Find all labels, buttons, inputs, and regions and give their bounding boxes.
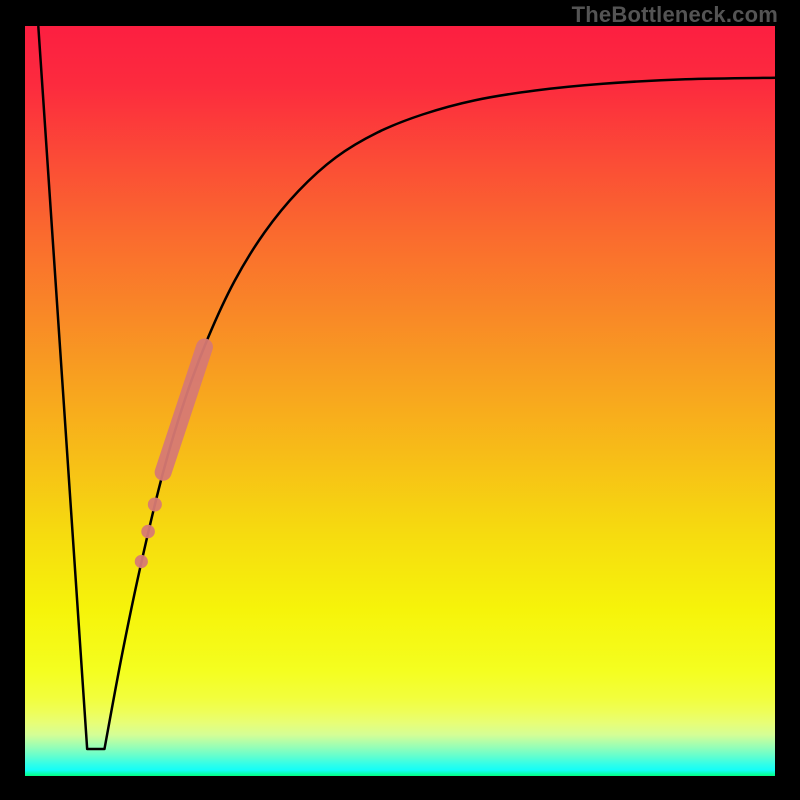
chart-frame: TheBottleneck.com (0, 0, 800, 800)
bottleneck-curve (38, 26, 776, 749)
watermark-text: TheBottleneck.com (572, 2, 778, 28)
marker-dot-1 (141, 525, 155, 539)
curve-layer (24, 26, 776, 776)
marker-dot-2 (135, 555, 148, 568)
plot-area (24, 26, 776, 776)
marker-series (135, 347, 205, 568)
marker-rod (163, 347, 204, 472)
marker-dot-0 (148, 498, 162, 512)
